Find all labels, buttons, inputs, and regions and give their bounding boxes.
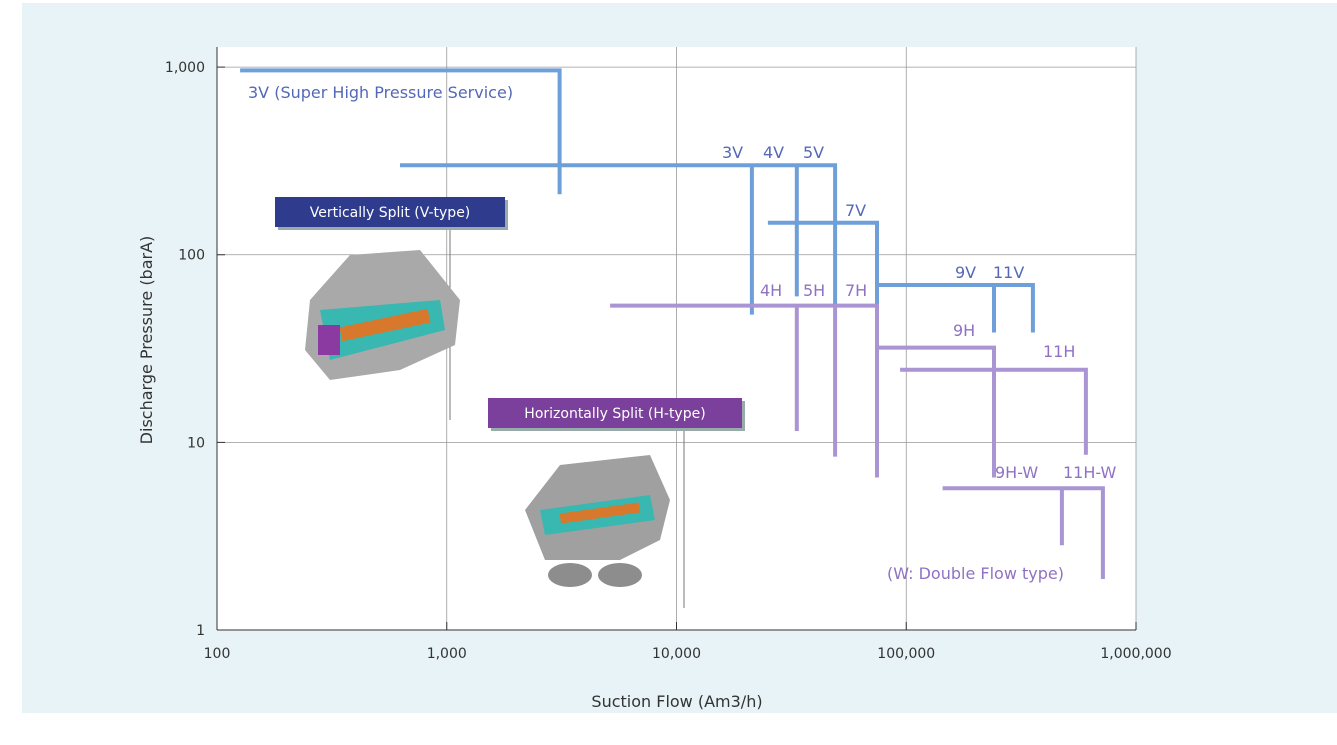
- type-box-label: Vertically Split (V-type): [310, 205, 471, 221]
- x-tick-label: 100: [204, 646, 231, 662]
- chart: 100 1,000 10,000 100,000 1,000,000 1 10 100 1,00…: [0, 0, 1337, 741]
- y-tick-label: 10: [187, 435, 205, 451]
- annotation: 9H: [953, 321, 975, 340]
- y-tick-label: 1: [196, 623, 205, 639]
- annotation: (W: Double Flow type): [887, 564, 1064, 583]
- x-axis-title: Suction Flow (Am3/h): [591, 692, 762, 711]
- annotation: 11V: [993, 263, 1024, 282]
- x-tick-label: 1,000: [427, 646, 467, 662]
- x-tick-label: 10,000: [652, 646, 701, 662]
- annotation: 9V: [955, 263, 976, 282]
- y-tick-label: 1,000: [165, 60, 205, 76]
- type-box-label: Horizontally Split (H-type): [524, 406, 705, 422]
- annotation: 5V: [803, 143, 824, 162]
- annotation: 5H: [803, 281, 825, 300]
- annotation: 11H-W: [1063, 463, 1117, 482]
- annotation: 9H-W: [995, 463, 1038, 482]
- annotation: 7H: [845, 281, 867, 300]
- annotation: 11H: [1043, 342, 1075, 361]
- page: {"chart_data": {"type": "line", "x_label…: [0, 0, 1337, 741]
- y-axis-title: Discharge Pressure (barA): [137, 236, 156, 445]
- x-tick-label: 1,000,000: [1100, 646, 1171, 662]
- x-tick-label: 100,000: [877, 646, 935, 662]
- annotation: 7V: [845, 201, 866, 220]
- annotation: 4V: [763, 143, 784, 162]
- annotation: 4H: [760, 281, 782, 300]
- y-tick-label: 100: [178, 248, 205, 264]
- annotation: 3V (Super High Pressure Service): [248, 83, 513, 102]
- annotation: 3V: [722, 143, 743, 162]
